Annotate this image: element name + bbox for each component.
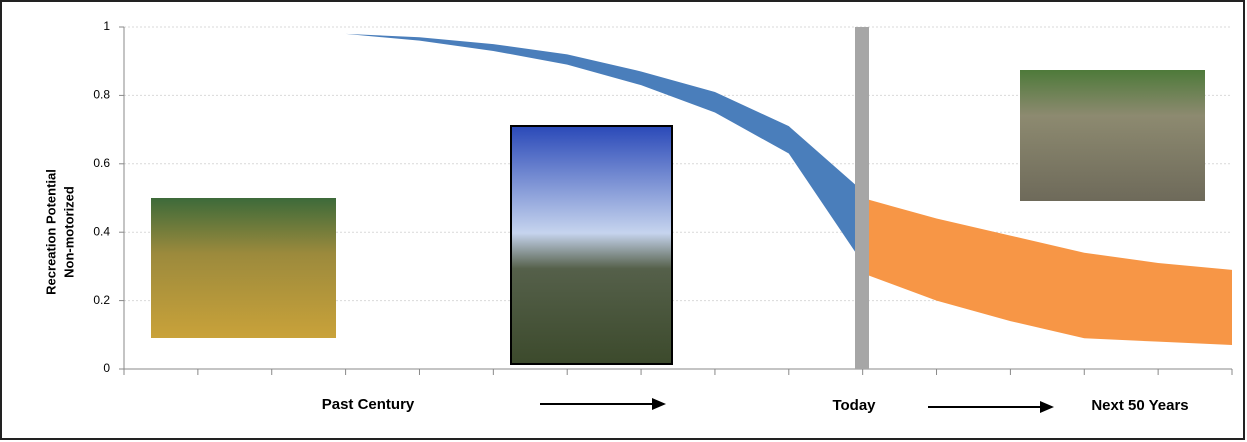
annotation: Next 50 Years xyxy=(1091,397,1188,414)
today-marker xyxy=(855,27,869,369)
annotation: Today xyxy=(832,397,876,414)
arrow-head xyxy=(652,398,666,410)
y-tick-label: 0.2 xyxy=(93,293,110,307)
photo-horses xyxy=(151,198,336,338)
y-axis-label: Non-motorized xyxy=(61,186,76,278)
photo-motorbikes xyxy=(1020,70,1205,201)
arrow-head xyxy=(1040,401,1054,413)
plot-area: 0 0.2 0.4 0.6 0.8 1 xyxy=(93,19,1233,375)
y-axis-label: Recreation Potential xyxy=(43,169,58,295)
band-area xyxy=(124,27,863,263)
y-tick-label: 0.6 xyxy=(93,156,110,170)
y-tick-label: 0.4 xyxy=(93,224,110,238)
y-tick-label: 0 xyxy=(103,361,110,375)
annotation: Past Century xyxy=(322,396,415,413)
band-area xyxy=(862,198,1232,346)
y-tick-label: 0.8 xyxy=(93,88,110,102)
y-tick-label: 1 xyxy=(103,19,110,33)
photo-hiker xyxy=(510,125,673,365)
